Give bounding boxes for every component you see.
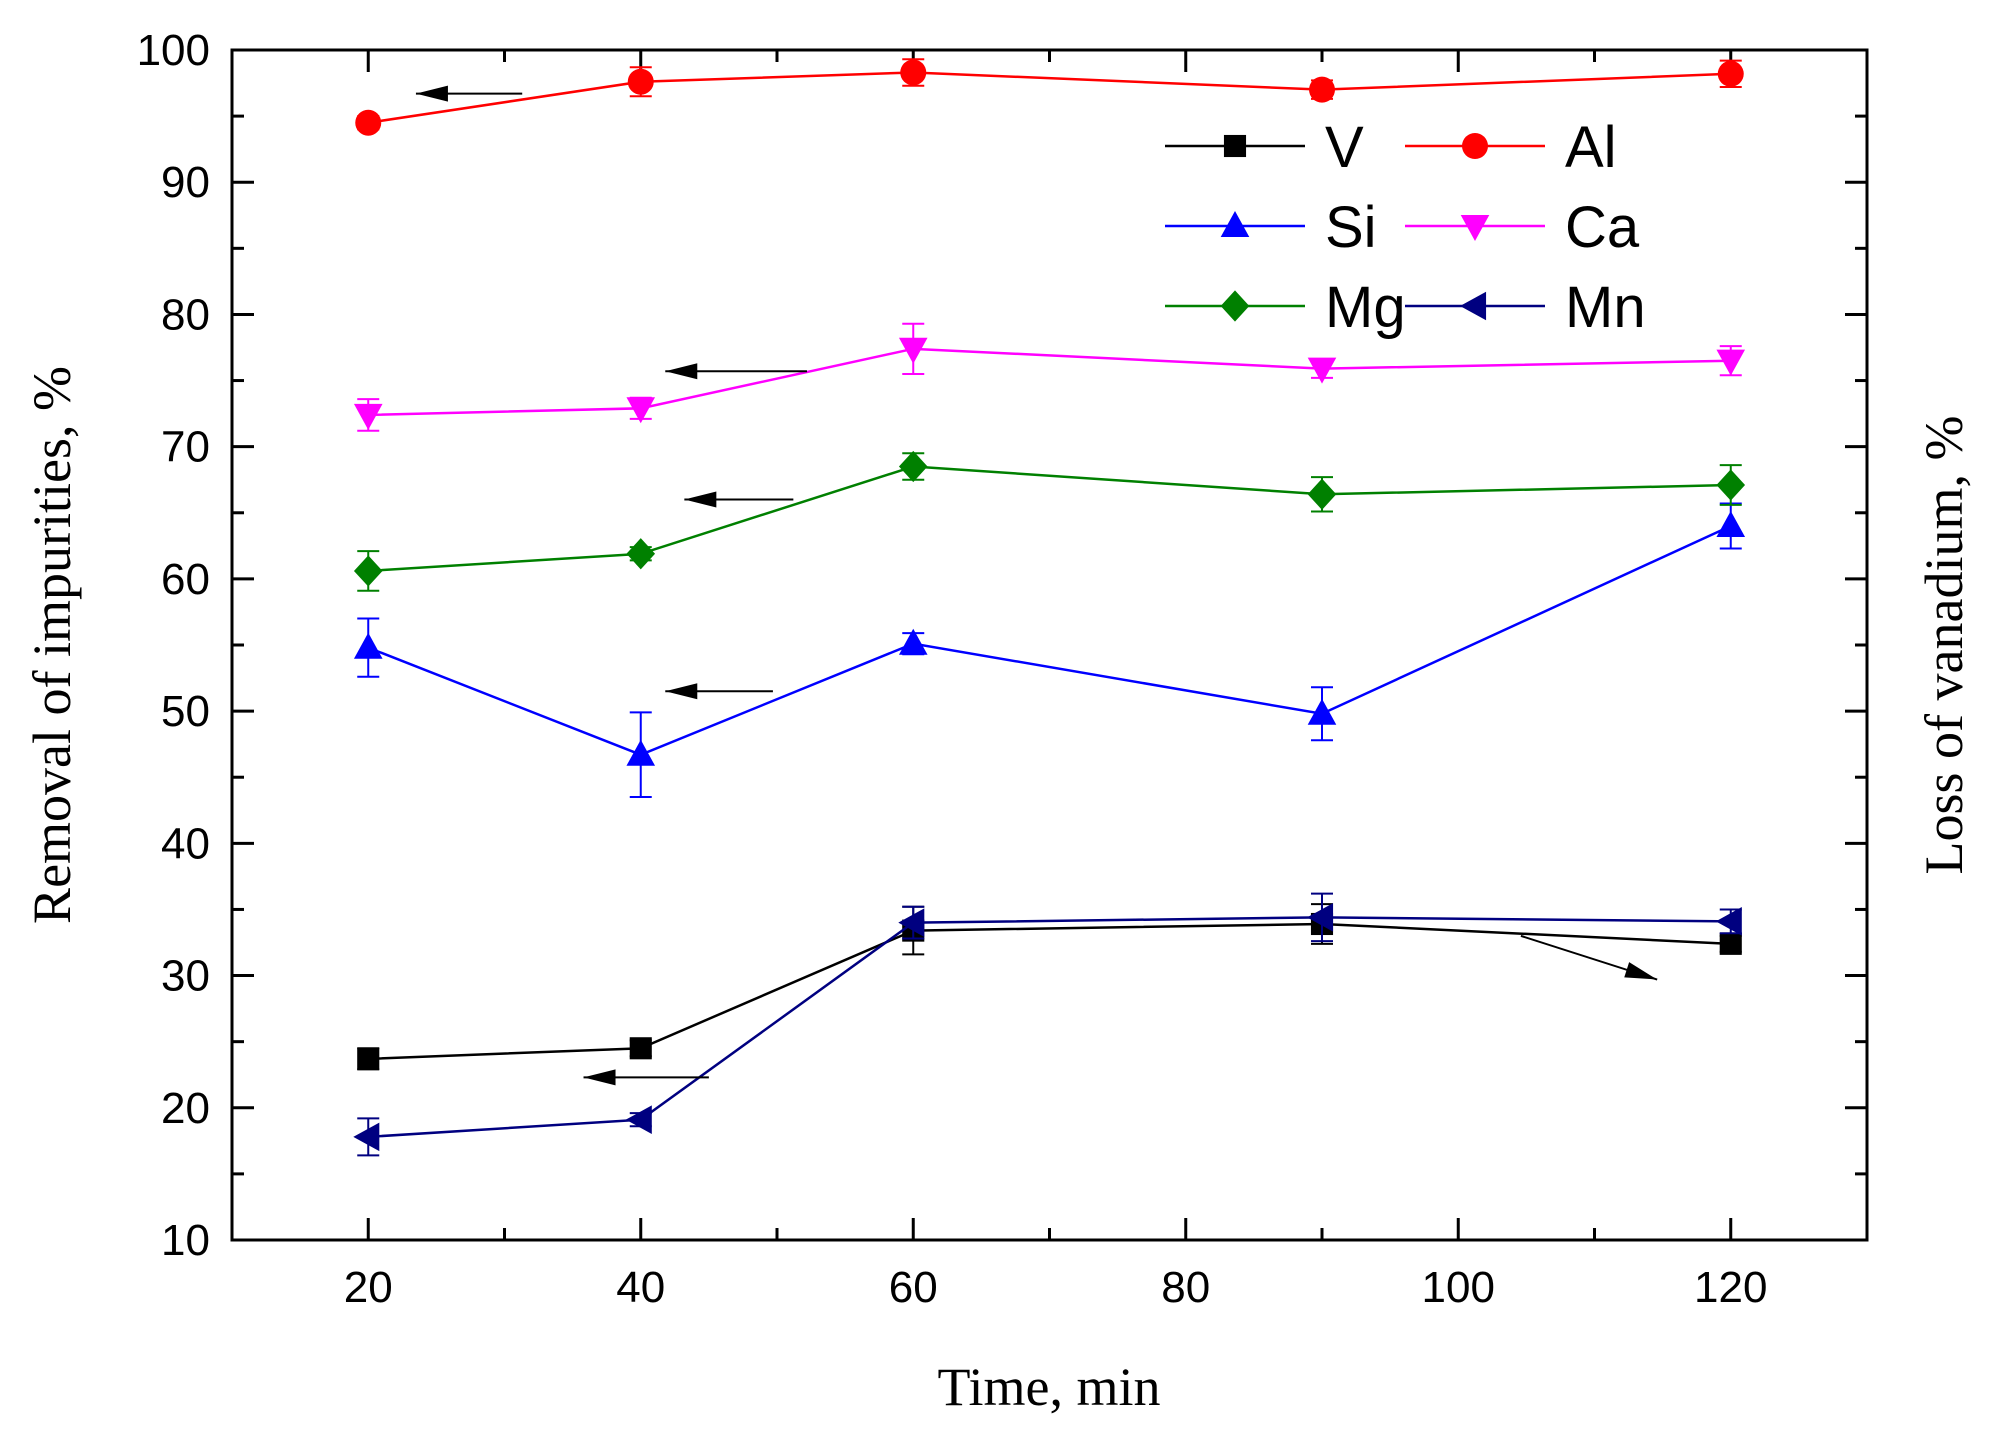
- series-si-line: [367, 524, 1732, 757]
- series-mg-point: [898, 450, 928, 483]
- axis-arrow-left: [684, 491, 794, 508]
- series-mg-point: [1307, 478, 1337, 510]
- legend-item-v: V: [1165, 115, 1364, 180]
- series-mg: [353, 450, 1746, 592]
- y2-axis-title: Loss of vanadium, %: [1914, 416, 1974, 875]
- series-ca-point: [626, 397, 656, 424]
- legend-item-mn: Mn: [1405, 275, 1646, 340]
- series-v: [357, 903, 1742, 1071]
- legend-v-marker: [1223, 134, 1247, 158]
- axis-arrow-left: [665, 683, 773, 700]
- legend-si-label: Si: [1325, 195, 1377, 260]
- legend-si-marker: [1220, 211, 1250, 238]
- y-tick-label: 50: [161, 687, 210, 736]
- series-si-point: [353, 632, 383, 659]
- axis-arrow-head: [415, 85, 448, 102]
- series-v-point: [629, 1037, 652, 1060]
- series-mn-point: [1307, 903, 1334, 932]
- axis-arrow-head: [1624, 962, 1658, 980]
- legend-al-label: Al: [1565, 115, 1617, 180]
- legend-ca-marker: [1460, 214, 1490, 241]
- annotation-arrows: [415, 85, 1658, 1086]
- y-tick-label: 80: [161, 290, 210, 339]
- series-si-point: [1716, 511, 1746, 538]
- series-mg-line: [368, 465, 1731, 573]
- series-al: [355, 58, 1744, 136]
- series-v-point: [1719, 932, 1742, 955]
- legend-mg-marker: [1220, 290, 1250, 322]
- series-al-point: [1309, 76, 1335, 103]
- axis-arrow-head: [684, 491, 717, 508]
- axis-arrow-left: [665, 363, 807, 380]
- legend-ca-label: Ca: [1565, 195, 1640, 260]
- legend-item-si: Si: [1165, 195, 1377, 260]
- series-mg-point: [353, 555, 383, 587]
- y-tick-label: 10: [161, 1216, 210, 1265]
- series-v-point: [357, 1047, 380, 1070]
- y-tick-label: 70: [161, 423, 210, 472]
- y-axis-title: Removal of impurities, %: [22, 366, 82, 924]
- series-ca-line: [368, 347, 1731, 417]
- series-ca-point: [1307, 357, 1337, 384]
- y-tick-label: 30: [161, 952, 210, 1001]
- series-mn-point: [1715, 907, 1742, 936]
- x-axis-title: Time, min: [937, 1357, 1160, 1417]
- series-al-point: [627, 68, 654, 95]
- y-tick-label: 40: [161, 819, 210, 868]
- x-tick-label: 100: [1422, 1263, 1495, 1312]
- x-tick-label: 20: [344, 1263, 393, 1312]
- series-si-point: [1307, 698, 1337, 725]
- axis-arrow-head: [583, 1069, 616, 1086]
- series-si-point: [898, 628, 928, 655]
- axis-tick-labels: 20 40 60 80 100 120 10 20 30 40 50 60 70 80 90 100: [137, 26, 1768, 1312]
- axis-arrow-left: [583, 1069, 709, 1086]
- series-mg-point: [626, 538, 656, 570]
- x-tick-label: 120: [1694, 1263, 1767, 1312]
- series-si-point: [626, 739, 656, 766]
- series-mn-point: [353, 1122, 380, 1152]
- y-tick-label: 20: [161, 1084, 210, 1133]
- x-tick-label: 60: [889, 1263, 938, 1312]
- series-ca-point: [898, 337, 928, 364]
- legend-mn-marker: [1460, 291, 1487, 321]
- series-mn-point: [625, 1105, 652, 1134]
- legend-al-marker: [1462, 133, 1488, 159]
- series-al-point: [355, 109, 382, 136]
- legend-mn-label: Mn: [1565, 275, 1646, 340]
- legend: V Al Si Ca Mg Mn: [1165, 115, 1646, 340]
- series-layer: [353, 58, 1746, 1157]
- series-v-line: [368, 922, 1731, 1061]
- y-tick-label: 60: [161, 555, 210, 604]
- axis-ticks: [230, 48, 1869, 1242]
- x-tick-label: 40: [616, 1263, 665, 1312]
- y-tick-label: 100: [137, 26, 210, 75]
- axis-arrow-right: [1520, 934, 1658, 981]
- legend-mg-label: Mg: [1325, 275, 1406, 340]
- axis-arrow-head: [665, 363, 698, 380]
- legend-item-mg: Mg: [1165, 275, 1406, 340]
- series-al-point: [900, 59, 927, 86]
- x-tick-label: 80: [1161, 1263, 1210, 1312]
- series-mn-point: [898, 908, 925, 937]
- y-tick-label: 90: [161, 158, 210, 207]
- series-ca: [353, 322, 1746, 432]
- legend-v-label: V: [1325, 115, 1364, 180]
- series-ca-point: [353, 403, 383, 430]
- series-ca-point: [1716, 349, 1746, 376]
- series-mn: [353, 892, 1742, 1157]
- axis-arrow-left: [415, 85, 523, 102]
- axis-arrow-head: [665, 683, 698, 700]
- legend-item-al: Al: [1405, 115, 1617, 180]
- series-al-point: [1717, 60, 1744, 87]
- legend-item-ca: Ca: [1405, 195, 1640, 260]
- series-mn-line: [368, 916, 1731, 1139]
- series-al-line: [368, 71, 1731, 124]
- series-si: [353, 502, 1746, 799]
- series-mg-point: [1716, 469, 1746, 501]
